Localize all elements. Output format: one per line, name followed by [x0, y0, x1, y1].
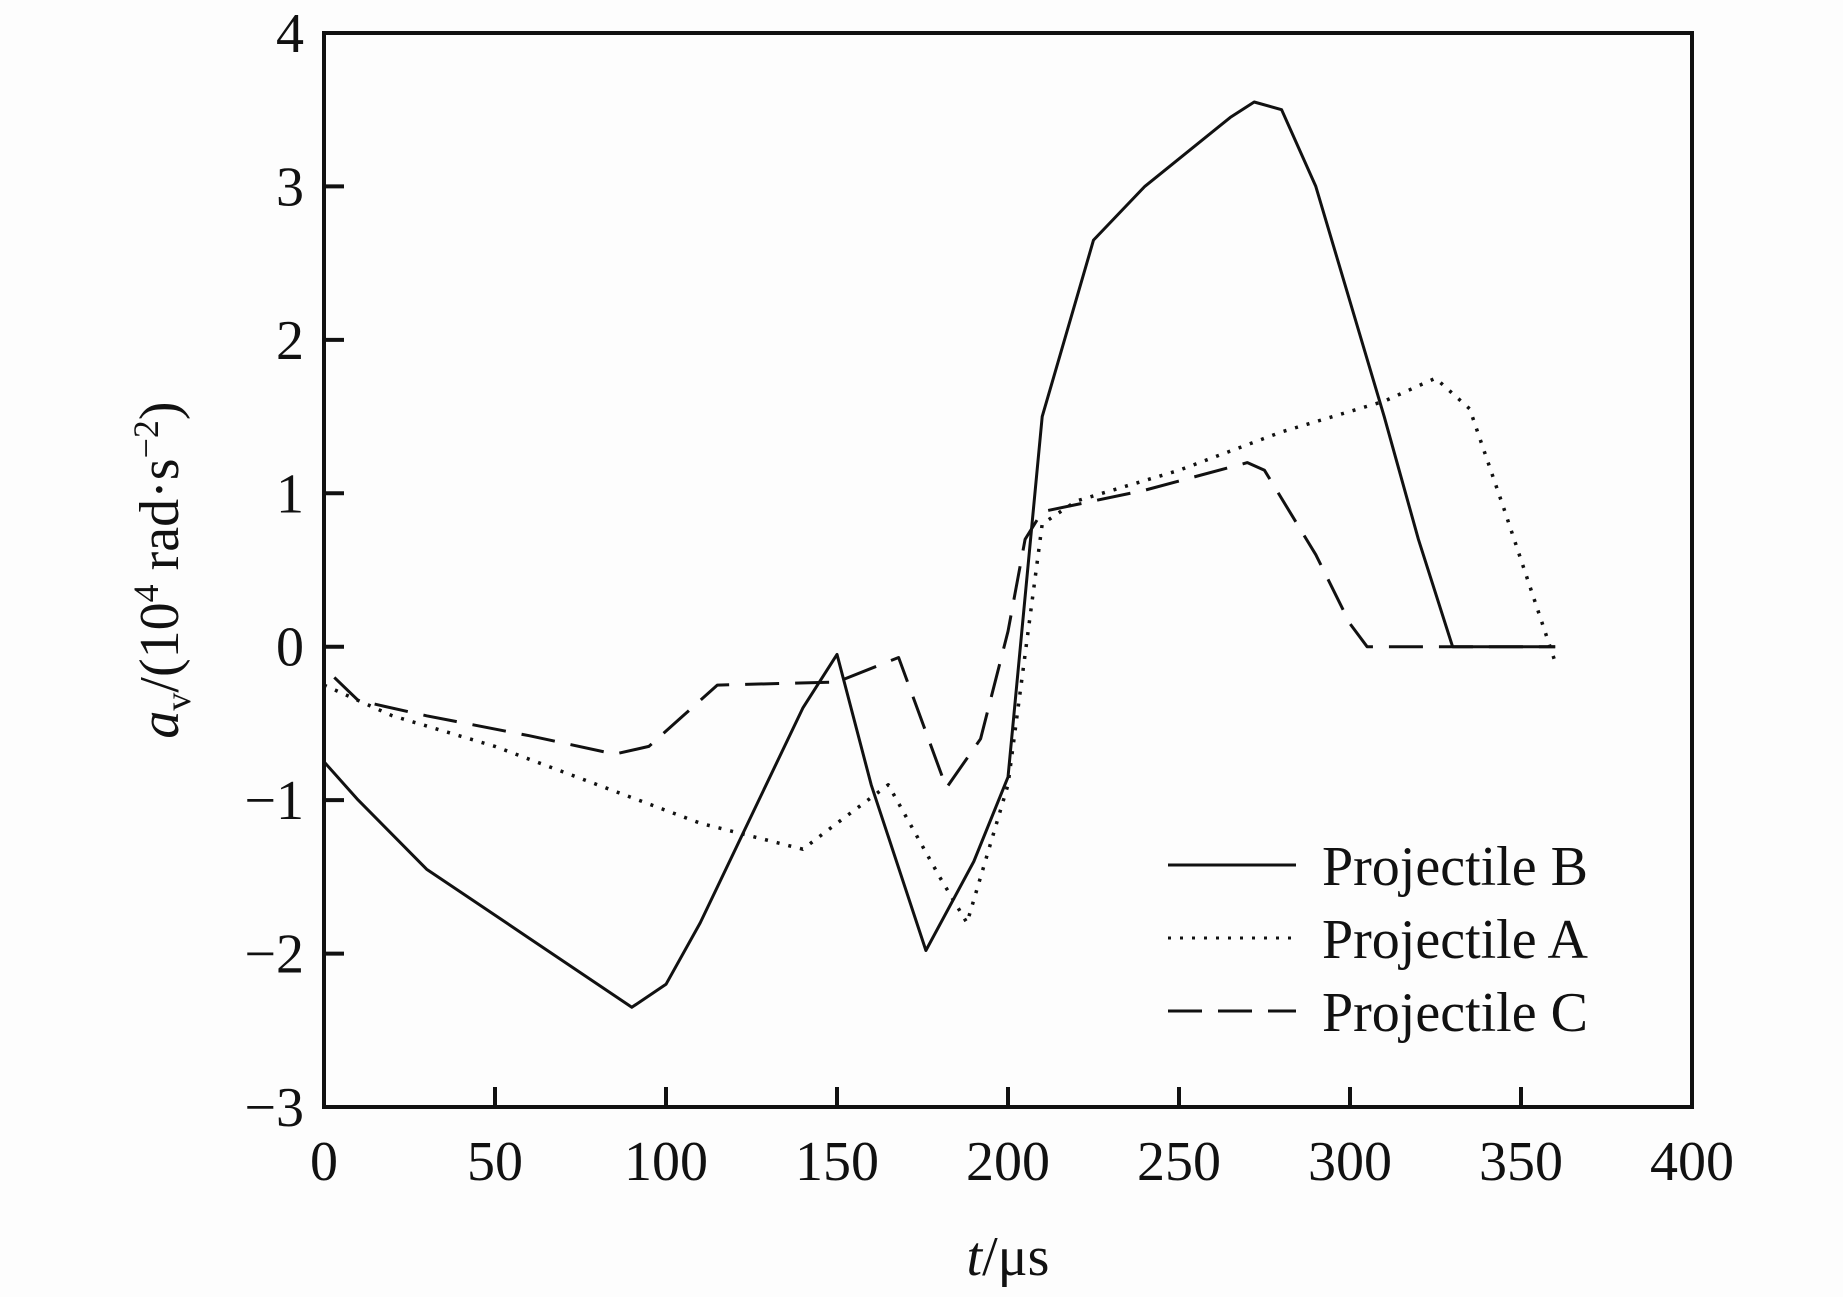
legend: Projectile B Projectile A Projectile C: [1168, 836, 1589, 1044]
series-lines: [322, 100, 1557, 1009]
series-line-projectile-c: [333, 461, 1556, 790]
x-tick-label: 50: [467, 1131, 523, 1193]
y-tick-label: 2: [276, 310, 304, 372]
y-tick-label: −2: [244, 924, 304, 986]
x-tick-label: 150: [795, 1131, 879, 1193]
y-tick-label: 1: [276, 463, 304, 525]
y-tick-label: 0: [276, 617, 304, 679]
y-tick-label: −3: [244, 1077, 304, 1139]
x-tick-label: 350: [1479, 1131, 1563, 1193]
y-tick-label: 4: [276, 3, 304, 65]
x-tick-label: 300: [1308, 1131, 1392, 1193]
axis-ticks: 0 50 100 150 200 250 300 350 400 −3 −2 −1 0 1 2 3 4: [244, 3, 1734, 1193]
y-tick-label: 3: [276, 156, 304, 218]
legend-label: Projectile A: [1322, 909, 1589, 971]
x-tick-label: 250: [1137, 1131, 1221, 1193]
series-line-projectile-b: [322, 100, 1556, 1009]
legend-label: Projectile C: [1322, 982, 1588, 1044]
x-tick-label: 0: [310, 1131, 338, 1193]
x-tick-label: 200: [966, 1131, 1050, 1193]
x-tick-label: 100: [624, 1131, 708, 1193]
x-axis-label: t/μs: [967, 1226, 1050, 1288]
y-tick-label: −1: [244, 770, 304, 832]
legend-label: Projectile B: [1322, 836, 1588, 898]
x-tick-label: 400: [1650, 1131, 1734, 1193]
y-axis-label: av/(104 rad·s−2): [126, 401, 198, 738]
